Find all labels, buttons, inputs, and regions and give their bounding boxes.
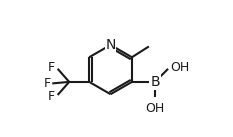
Text: F: F [48,90,55,103]
Text: B: B [150,75,160,89]
Circle shape [107,41,114,49]
Text: OH: OH [145,102,165,115]
Text: F: F [48,61,55,74]
Text: F: F [44,77,51,90]
Text: OH: OH [170,61,190,74]
Text: N: N [105,38,116,52]
